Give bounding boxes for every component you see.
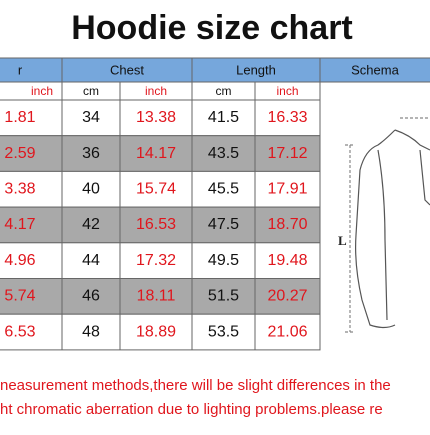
cell-value: 46 [82, 288, 100, 305]
row-bg [0, 242, 321, 280]
title: Hoodie size chart [71, 9, 353, 47]
cell-value: 19.48 [267, 252, 307, 269]
cell-value: 16.33 [267, 109, 307, 126]
cell-value: 34 [82, 109, 100, 126]
footer: neasurement methods,there will be slight… [0, 377, 391, 418]
cell-value: 16.53 [136, 216, 176, 233]
unit-label: cm [216, 84, 232, 98]
cell-value: 3.38 [4, 180, 35, 197]
group-header: r [18, 62, 23, 77]
footer-line: ht chromatic aberration due to lighting … [0, 401, 383, 418]
cell-value: 1.81 [4, 109, 35, 126]
footer-line: neasurement methods,there will be slight… [0, 377, 391, 394]
cell-value: 20.27 [267, 288, 307, 305]
cell-value: 51.5 [208, 288, 239, 305]
cell-value: 36 [82, 145, 100, 162]
cell-value: 6.53 [4, 323, 35, 340]
group-header: Schema [351, 62, 399, 77]
cell-value: 43.5 [208, 145, 239, 162]
group-header-bg [0, 57, 430, 83]
group-header: Length [236, 62, 276, 77]
cell-value: 17.32 [136, 252, 176, 269]
cell-value: 5.74 [4, 288, 35, 305]
cell-value: 18.11 [137, 288, 176, 305]
cell-value: 21.06 [267, 323, 307, 340]
row-bg [0, 135, 321, 172]
cell-value: 14.17 [136, 145, 176, 162]
cell-value: 4.96 [4, 252, 35, 269]
cell-value: 13.38 [136, 109, 176, 126]
cell-value: 47.5 [208, 216, 239, 233]
unit-label: inch [145, 84, 167, 98]
cell-value: 4.17 [4, 216, 35, 233]
group-header: Chest [110, 62, 144, 77]
length-arrow [345, 144, 355, 333]
cell-value: 2.59 [4, 145, 35, 162]
row-bg [0, 313, 321, 351]
unit-label: cm [83, 84, 99, 98]
row-bg [0, 278, 321, 315]
cell-value: 42 [82, 216, 100, 233]
cell-value: 45.5 [208, 180, 239, 197]
cell-value: 41.5 [208, 109, 239, 126]
cell-value: 44 [82, 252, 100, 269]
schematic [345, 117, 430, 333]
cell-value: 53.5 [208, 323, 239, 340]
unit-label: inch [31, 84, 53, 98]
cell-value: 18.70 [267, 216, 307, 233]
cell-value: 18.89 [136, 323, 176, 340]
length-label: L [338, 233, 347, 248]
hoodie-outline [355, 129, 430, 329]
table: r Chest Length Schema inch cm inch cm inch 1.81 34… [0, 57, 430, 351]
unit-label: inch [276, 84, 298, 98]
cell-value: 40 [82, 180, 100, 197]
cell-value: 17.12 [267, 145, 307, 162]
cell-value: 49.5 [208, 252, 239, 269]
row-bg [0, 170, 321, 208]
cell-value: 17.91 [267, 180, 307, 197]
cell-value: 48 [82, 323, 100, 340]
cell-value: 15.74 [136, 180, 176, 197]
